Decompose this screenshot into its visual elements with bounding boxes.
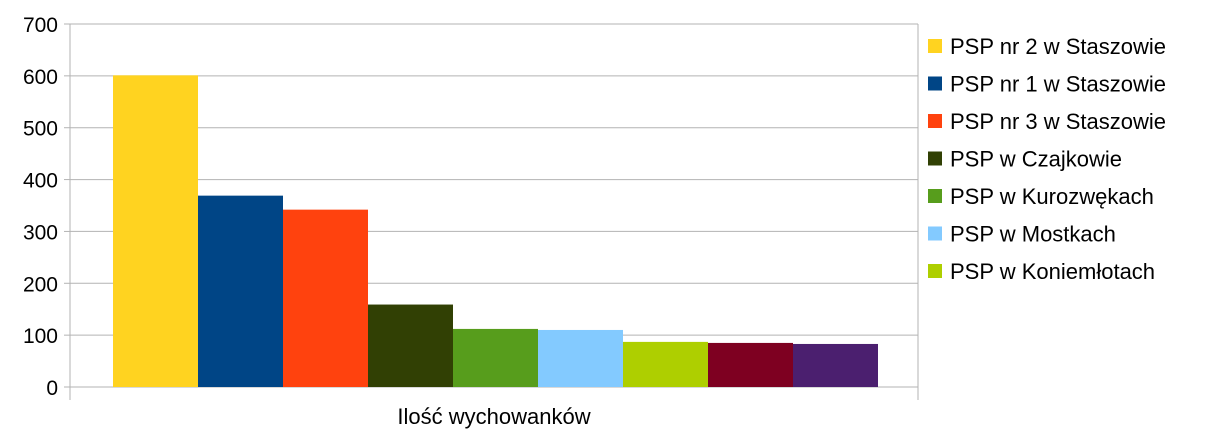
y-tick-label: 100 bbox=[23, 325, 58, 348]
legend-swatch bbox=[928, 76, 942, 91]
legend-label: PSP w Czajkowie bbox=[950, 147, 1122, 172]
legend-swatch bbox=[928, 114, 942, 128]
y-tick-labels: 0 100 200 300 400 500 600 700 bbox=[23, 14, 58, 400]
legend-swatch bbox=[928, 226, 942, 241]
legend: PSP nr 2 w Staszowie PSP nr 1 w Staszowie… bbox=[928, 34, 1166, 284]
y-tick-label: 600 bbox=[23, 66, 58, 89]
legend-label: PSP nr 3 w Staszowie bbox=[950, 109, 1166, 134]
bar-series-7 bbox=[623, 341, 708, 387]
bars bbox=[113, 75, 878, 388]
y-tick-label: 300 bbox=[23, 221, 58, 244]
legend-label: PSP w Mostkach bbox=[950, 222, 1116, 247]
y-tick-label: 400 bbox=[23, 170, 58, 193]
legend-swatch bbox=[928, 264, 942, 278]
bar-series-6 bbox=[538, 329, 623, 387]
y-tick-label: 700 bbox=[23, 14, 58, 37]
bar-series-1 bbox=[113, 75, 198, 388]
legend-swatch bbox=[928, 151, 942, 166]
bar-series-3 bbox=[283, 209, 368, 387]
legend-label: PSP w Koniemłotach bbox=[950, 259, 1155, 284]
legend-label: PSP nr 1 w Staszowie bbox=[950, 72, 1166, 97]
bar-series-2 bbox=[198, 195, 283, 387]
category-label: Ilość wychowanków bbox=[397, 404, 590, 429]
legend-swatch bbox=[928, 189, 942, 203]
legend-label: PSP w Kurozwękach bbox=[950, 184, 1154, 209]
legend-label: PSP nr 2 w Staszowie bbox=[950, 34, 1166, 59]
y-tick-label: 500 bbox=[23, 118, 58, 141]
bar-series-5 bbox=[453, 328, 538, 387]
legend-swatch bbox=[928, 39, 942, 53]
bar-series-4 bbox=[368, 304, 453, 387]
y-tick-label: 200 bbox=[23, 273, 58, 296]
y-tick-label: 0 bbox=[46, 377, 58, 400]
bar-series-9 bbox=[793, 343, 878, 387]
bar-series-8 bbox=[708, 342, 793, 387]
axes bbox=[69, 24, 919, 400]
